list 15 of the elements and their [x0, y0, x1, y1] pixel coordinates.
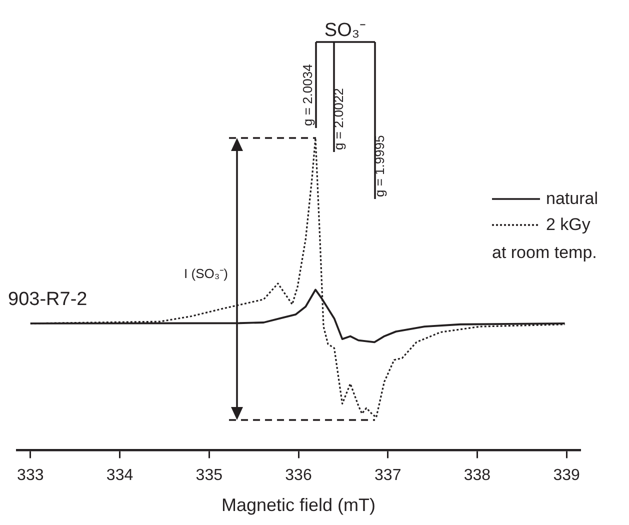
text: SO₃⁻: [324, 20, 366, 41]
text: g = 2.0034: [300, 64, 315, 126]
annotation: at room temp.: [492, 242, 598, 264]
annotation: I (SO₃⁻): [184, 266, 228, 281]
x-tick-label: 339: [553, 467, 580, 484]
x-tick-label: 337: [374, 467, 402, 484]
x-tick-label: 336: [285, 467, 312, 484]
x-tick-label: 335: [196, 467, 223, 484]
legend-label: 2 kGy: [546, 214, 590, 236]
legend-label: natural: [546, 188, 598, 210]
x-tick-label: 333: [17, 467, 44, 484]
annotation: 903-R7-2: [8, 289, 88, 310]
x-tick-label: 334: [106, 467, 134, 484]
x-tick-label: 338: [464, 467, 491, 484]
x-axis-title: Magnetic field (mT): [221, 495, 376, 516]
